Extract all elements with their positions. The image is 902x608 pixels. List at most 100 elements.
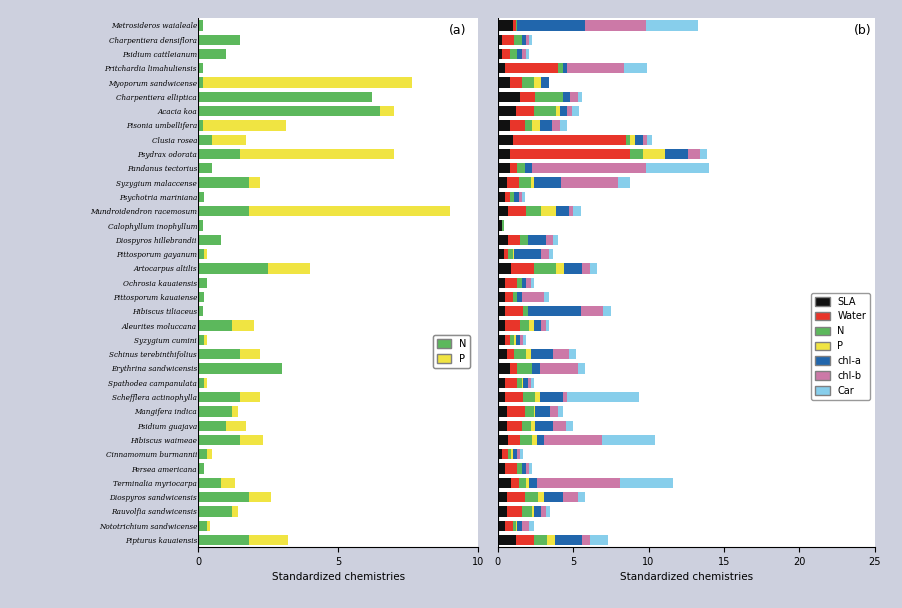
Bar xyxy=(525,492,538,502)
Bar xyxy=(198,35,240,45)
Bar xyxy=(630,134,635,145)
Bar xyxy=(519,178,531,188)
Bar xyxy=(232,506,237,517)
Bar xyxy=(563,392,567,402)
Bar xyxy=(525,163,532,173)
Bar xyxy=(507,506,521,517)
Bar xyxy=(688,149,700,159)
Bar xyxy=(212,134,246,145)
Bar xyxy=(498,77,510,88)
Bar xyxy=(498,235,508,245)
Bar xyxy=(519,192,521,202)
Bar xyxy=(198,235,221,245)
Bar xyxy=(528,235,546,245)
Bar xyxy=(563,92,570,102)
Bar xyxy=(558,63,563,74)
Bar xyxy=(508,235,520,245)
Bar xyxy=(536,392,540,402)
Bar xyxy=(198,278,207,288)
Bar xyxy=(534,77,541,88)
Bar xyxy=(541,249,549,259)
Bar xyxy=(523,378,528,388)
Bar xyxy=(517,163,525,173)
Bar xyxy=(532,163,646,173)
Bar xyxy=(521,49,526,59)
Bar xyxy=(198,392,240,402)
Bar xyxy=(646,163,709,173)
Bar xyxy=(563,492,577,502)
Bar xyxy=(537,435,545,445)
Bar xyxy=(498,535,516,545)
Bar xyxy=(545,492,563,502)
Bar xyxy=(516,335,520,345)
Bar xyxy=(198,149,240,159)
Bar xyxy=(198,421,226,431)
Bar xyxy=(240,349,260,359)
Legend: N, P: N, P xyxy=(433,335,470,368)
Bar xyxy=(548,535,555,545)
Bar xyxy=(505,306,523,316)
Bar xyxy=(512,249,514,259)
Bar xyxy=(510,163,517,173)
Bar xyxy=(198,163,212,173)
Bar xyxy=(540,392,563,402)
Bar xyxy=(529,35,532,45)
Bar xyxy=(198,535,249,545)
Bar xyxy=(512,520,516,531)
Bar xyxy=(570,92,577,102)
Bar xyxy=(498,449,502,460)
Bar xyxy=(581,306,603,316)
Bar xyxy=(619,178,630,188)
Bar xyxy=(549,249,554,259)
Bar xyxy=(536,421,554,431)
Bar xyxy=(380,106,394,116)
Bar xyxy=(540,120,552,131)
Bar xyxy=(531,278,534,288)
Bar xyxy=(507,406,525,416)
Bar xyxy=(532,120,540,131)
Bar xyxy=(498,134,512,145)
Bar xyxy=(226,421,246,431)
Bar xyxy=(498,392,505,402)
Bar xyxy=(528,378,531,388)
Bar xyxy=(505,392,523,402)
Bar xyxy=(198,178,249,188)
Bar xyxy=(563,63,567,74)
Bar xyxy=(534,320,541,331)
Bar xyxy=(198,77,203,88)
Bar xyxy=(498,320,505,331)
Bar xyxy=(520,92,536,102)
Bar xyxy=(517,49,521,59)
Bar xyxy=(521,77,534,88)
Bar xyxy=(505,320,520,331)
Bar xyxy=(198,463,204,474)
Bar xyxy=(207,520,209,531)
Bar xyxy=(240,435,262,445)
Bar xyxy=(498,378,505,388)
Bar xyxy=(541,77,549,88)
Bar xyxy=(620,478,673,488)
Bar xyxy=(534,263,557,274)
Bar xyxy=(505,278,517,288)
Bar xyxy=(198,406,232,416)
Bar xyxy=(541,506,546,517)
Bar xyxy=(558,406,563,416)
Bar xyxy=(536,406,550,416)
Bar xyxy=(498,206,508,216)
Bar xyxy=(523,392,536,402)
Bar xyxy=(505,63,558,74)
Bar xyxy=(554,349,568,359)
Bar xyxy=(498,120,510,131)
Bar xyxy=(514,192,519,202)
Bar xyxy=(498,163,510,173)
Bar xyxy=(516,535,534,545)
Bar xyxy=(198,63,203,74)
Bar xyxy=(198,364,282,374)
Bar xyxy=(198,520,207,531)
Bar xyxy=(624,63,647,74)
Bar xyxy=(204,249,207,259)
Bar xyxy=(249,178,260,188)
Bar xyxy=(635,134,642,145)
Bar xyxy=(507,492,525,502)
Bar xyxy=(510,120,525,131)
